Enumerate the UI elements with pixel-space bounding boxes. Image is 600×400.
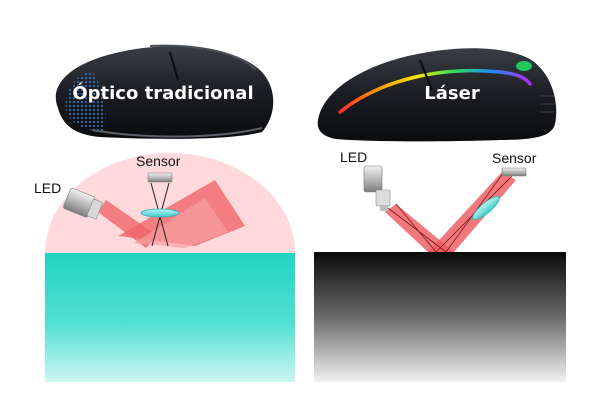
optical-sensor <box>140 172 180 218</box>
laser-title: Láser <box>424 83 480 104</box>
optical-surface <box>45 253 295 382</box>
optical-reflected-beam-soft <box>134 198 228 248</box>
optical-led <box>63 187 103 220</box>
laser-sensor <box>472 167 527 220</box>
laser-surface <box>314 252 566 382</box>
laser-sensor-label: Sensor <box>492 150 537 166</box>
laser-reflected-beam <box>428 172 516 252</box>
laser-incident-beam <box>385 204 454 252</box>
laser-mouse-side-button <box>516 61 532 71</box>
laser-led-label: LED <box>340 149 367 165</box>
optical-title: Óptico tradicional <box>72 82 253 104</box>
laser-led <box>363 165 391 211</box>
optical-led-label: LED <box>34 180 61 196</box>
optical-mouse-image <box>55 44 274 139</box>
laser-panel: Láser LED Sensor <box>314 48 566 382</box>
optical-sensor-label: Sensor <box>136 153 181 169</box>
optical-panel: Óptico tradicional LED Sensor <box>34 44 295 382</box>
laser-mouse-image <box>317 48 557 142</box>
